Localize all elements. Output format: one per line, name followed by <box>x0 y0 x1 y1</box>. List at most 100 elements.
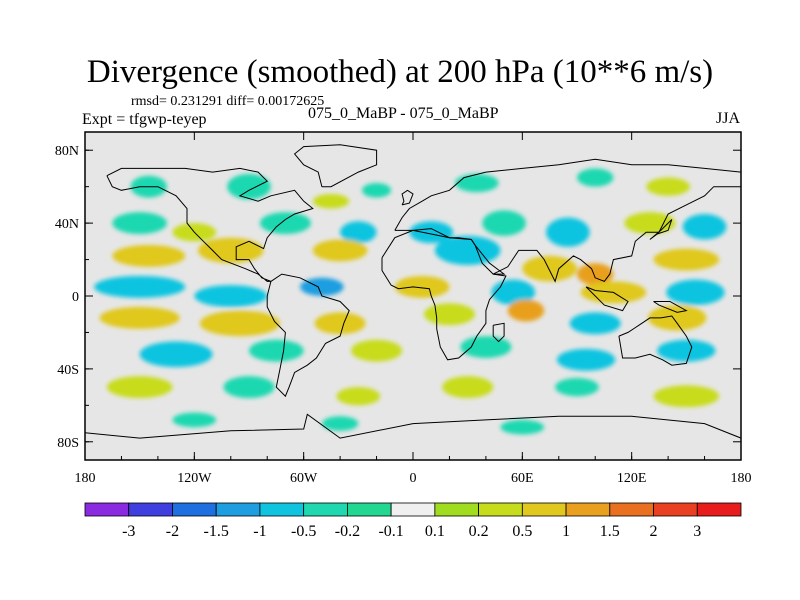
colorbar: -3 -2 -1.5 -1 -0.5 -0.2 -0.1 0.1 0.2 0.5 1 1.5 2 3 <box>84 502 742 540</box>
field-region-29 <box>666 279 725 306</box>
field-region-33 <box>423 303 475 326</box>
colorbar-label-2: -1.5 <box>204 523 229 540</box>
colorbar-label-3: -1 <box>253 523 266 540</box>
field-region-41 <box>556 348 616 371</box>
x-tick-label-0: 180 <box>75 471 96 486</box>
field-region-31 <box>199 310 280 337</box>
field-region-34 <box>507 299 545 322</box>
field-region-17 <box>197 237 264 264</box>
colorbar-label-6: -0.1 <box>378 523 403 540</box>
x-axis: 180 120W 60W 0 60E 120E 180 <box>75 132 752 486</box>
field-region-38 <box>249 339 304 362</box>
field-region-22 <box>653 248 720 271</box>
colorbar-swatch-5 <box>303 502 348 517</box>
colorbar-swatch-10 <box>521 502 567 517</box>
field-region-24 <box>194 285 268 307</box>
field-region-49 <box>172 412 217 428</box>
y-tick-label-1: 40N <box>55 217 79 232</box>
colorbar-swatch-6 <box>346 502 392 517</box>
field-region-6 <box>646 177 690 196</box>
y-axis: 80N 40N 0 40S 80S <box>55 144 741 451</box>
stats-label: rmsd= 0.231291 diff= 0.00172625 <box>131 94 325 109</box>
coastline-5 <box>85 413 741 439</box>
field-region-39 <box>351 339 403 362</box>
field-region-12 <box>482 210 526 236</box>
colorbar-swatch-11 <box>565 502 611 517</box>
field-region-42 <box>657 339 716 362</box>
field-region-2 <box>312 193 350 209</box>
field-region-51 <box>500 419 545 435</box>
field-region-37 <box>139 341 213 368</box>
x-tick-label-5: 120E <box>617 471 647 486</box>
field-region-40 <box>460 336 512 358</box>
colorbar-swatch-9 <box>478 502 523 517</box>
field-region-7 <box>112 212 167 235</box>
colorbar-label-0: -3 <box>122 523 135 540</box>
colorbar-swatch-12 <box>609 502 654 517</box>
chart-title: Divergence (smoothed) at 200 hPa (10**6 … <box>86 54 714 90</box>
coastlines <box>85 144 741 439</box>
field-region-10 <box>340 221 377 244</box>
field-region-26 <box>394 275 450 298</box>
colorbar-swatch-13 <box>653 502 698 517</box>
x-tick-label-2: 60W <box>290 471 318 486</box>
colorbar-swatch-1 <box>128 502 173 517</box>
colorbar-swatch-8 <box>434 502 480 517</box>
field-region-36 <box>648 305 707 331</box>
field-region-15 <box>682 214 727 240</box>
coastline-11 <box>653 301 688 313</box>
colorbar-label-5: -0.2 <box>335 523 360 540</box>
field-region-23 <box>94 275 186 298</box>
field-region-13 <box>546 217 590 247</box>
field-region-11 <box>409 221 454 244</box>
field-region-30 <box>99 306 180 329</box>
field-region-25 <box>300 277 344 296</box>
colorbar-swatch-2 <box>172 502 217 517</box>
y-tick-label-2: 0 <box>72 290 79 305</box>
x-tick-label-6: 180 <box>731 471 752 486</box>
field-region-19 <box>434 235 501 266</box>
experiment-label: Expt = tfgwp-teyep <box>82 111 207 128</box>
field-region-3 <box>361 183 392 198</box>
coastline-4 <box>618 315 693 366</box>
x-tick-label-3: 0 <box>410 471 417 486</box>
field-region-46 <box>442 376 494 399</box>
colorbar-label-10: 1 <box>562 523 570 540</box>
field-region-5 <box>577 168 614 187</box>
field-region-50 <box>321 416 359 431</box>
field-region-43 <box>106 376 173 399</box>
field-region-45 <box>336 387 381 406</box>
colorbar-label-13: 3 <box>693 523 701 540</box>
colorbar-label-11: 1.5 <box>600 523 620 540</box>
y-tick-label-3: 40S <box>57 363 79 378</box>
coastline-3 <box>381 228 507 361</box>
colorbar-swatch-3 <box>215 502 261 517</box>
field-region-44 <box>223 376 275 399</box>
colorbar-label-8: 0.2 <box>469 523 489 540</box>
coastline-1 <box>266 273 350 398</box>
colorbar-swatch-0 <box>84 502 130 517</box>
field-region-16 <box>112 244 186 267</box>
field-region-9 <box>259 212 311 235</box>
y-tick-label-4: 80S <box>57 436 79 451</box>
x-tick-label-1: 120W <box>177 471 212 486</box>
field-region-1 <box>227 173 271 200</box>
field-region-21 <box>577 263 614 286</box>
x-tick-label-4: 60E <box>511 471 534 486</box>
field-region-27 <box>491 279 536 306</box>
colorbar-label-7: 0.1 <box>425 523 445 540</box>
field-region-20 <box>522 255 578 282</box>
colorbar-label-4: -0.5 <box>291 523 316 540</box>
coastline-7 <box>401 189 414 206</box>
field-region-18 <box>312 239 368 262</box>
colorbar-swatch-4 <box>259 502 305 517</box>
field-region-4 <box>454 173 499 193</box>
colorbar-label-12: 2 <box>650 523 658 540</box>
coastline-9 <box>492 322 505 343</box>
season-label: JJA <box>716 110 741 127</box>
field-region-47 <box>555 378 599 397</box>
y-tick-label-0: 80N <box>55 144 79 159</box>
coastline-0 <box>106 167 314 282</box>
coastline-10 <box>585 286 629 312</box>
